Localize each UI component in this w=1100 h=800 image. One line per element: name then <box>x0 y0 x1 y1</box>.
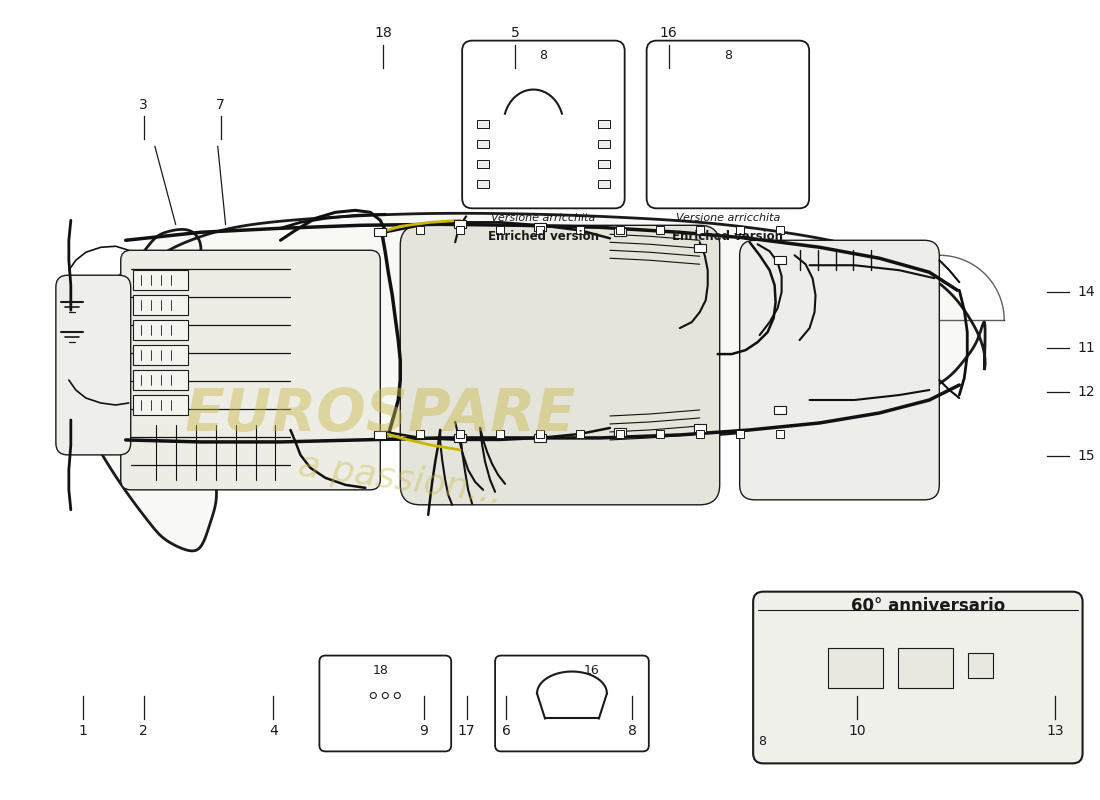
Bar <box>477 141 490 149</box>
Bar <box>576 226 584 234</box>
Bar <box>133 270 188 290</box>
Bar <box>456 430 464 438</box>
Text: 15: 15 <box>1077 449 1094 463</box>
Bar <box>133 345 188 365</box>
Bar <box>597 180 609 188</box>
Bar <box>477 121 490 129</box>
Text: Enriched version: Enriched version <box>672 230 783 243</box>
Bar <box>614 428 626 436</box>
Text: 60° anniversario: 60° anniversario <box>850 597 1005 614</box>
Bar <box>534 434 546 442</box>
Text: 8: 8 <box>628 725 637 738</box>
Bar <box>133 370 188 390</box>
Text: 9: 9 <box>419 725 428 738</box>
Bar <box>616 226 624 234</box>
Text: 17: 17 <box>458 725 475 738</box>
Bar <box>597 161 609 169</box>
Text: 14: 14 <box>1077 285 1094 299</box>
Bar <box>614 228 626 236</box>
Bar <box>616 430 624 438</box>
Bar <box>576 430 584 438</box>
Text: EUROSPARE: EUROSPARE <box>185 386 576 443</box>
Bar <box>374 228 386 236</box>
Bar <box>454 220 466 228</box>
FancyBboxPatch shape <box>495 655 649 751</box>
Bar <box>736 226 744 234</box>
Bar <box>454 434 466 442</box>
Text: 13: 13 <box>1046 725 1064 738</box>
FancyBboxPatch shape <box>319 655 451 751</box>
Bar <box>536 430 544 438</box>
Bar <box>773 406 785 414</box>
Text: Versione arricchita: Versione arricchita <box>492 214 595 223</box>
Text: 12: 12 <box>1077 385 1094 399</box>
FancyBboxPatch shape <box>56 275 131 455</box>
Bar <box>133 295 188 315</box>
Text: 11: 11 <box>1077 341 1094 355</box>
Text: 10: 10 <box>849 725 867 738</box>
Bar <box>456 226 464 234</box>
Bar <box>736 430 744 438</box>
Bar <box>597 121 609 129</box>
FancyBboxPatch shape <box>754 592 1082 763</box>
Bar <box>776 430 783 438</box>
Text: 4: 4 <box>268 725 277 738</box>
Bar <box>534 223 546 231</box>
Bar <box>416 226 425 234</box>
FancyBboxPatch shape <box>121 250 381 490</box>
Text: 2: 2 <box>140 725 148 738</box>
Bar <box>656 226 663 234</box>
Text: 18: 18 <box>373 663 388 677</box>
Text: 18: 18 <box>374 26 392 40</box>
FancyBboxPatch shape <box>462 41 625 208</box>
Text: 3: 3 <box>140 98 148 111</box>
Text: 7: 7 <box>217 98 224 111</box>
Bar <box>776 226 783 234</box>
Text: a passion...: a passion... <box>296 449 505 511</box>
Bar <box>496 226 504 234</box>
Bar <box>694 424 706 432</box>
Text: 8: 8 <box>539 49 548 62</box>
Bar <box>694 244 706 252</box>
Bar <box>496 430 504 438</box>
Text: 8: 8 <box>724 49 732 62</box>
Bar <box>416 430 425 438</box>
Text: 8: 8 <box>758 735 766 748</box>
Bar <box>828 647 883 687</box>
Bar <box>477 161 490 169</box>
Bar <box>695 226 704 234</box>
Bar <box>695 430 704 438</box>
Bar <box>133 320 188 340</box>
Bar <box>477 180 490 188</box>
Text: 6: 6 <box>502 725 510 738</box>
FancyBboxPatch shape <box>739 240 939 500</box>
Text: 16: 16 <box>660 26 678 40</box>
FancyBboxPatch shape <box>400 226 719 505</box>
Text: 1: 1 <box>79 725 88 738</box>
Text: 5: 5 <box>510 26 519 40</box>
FancyBboxPatch shape <box>647 41 810 208</box>
Bar <box>133 395 188 415</box>
Bar <box>898 647 953 687</box>
Bar <box>656 430 663 438</box>
Text: 16: 16 <box>584 663 600 677</box>
Text: Versione arricchita: Versione arricchita <box>675 214 780 223</box>
Bar <box>597 141 609 149</box>
Bar <box>536 226 544 234</box>
Bar <box>968 653 992 678</box>
Bar <box>374 431 386 439</box>
Text: Enriched version: Enriched version <box>488 230 598 243</box>
Bar <box>773 256 785 264</box>
Polygon shape <box>66 214 986 551</box>
